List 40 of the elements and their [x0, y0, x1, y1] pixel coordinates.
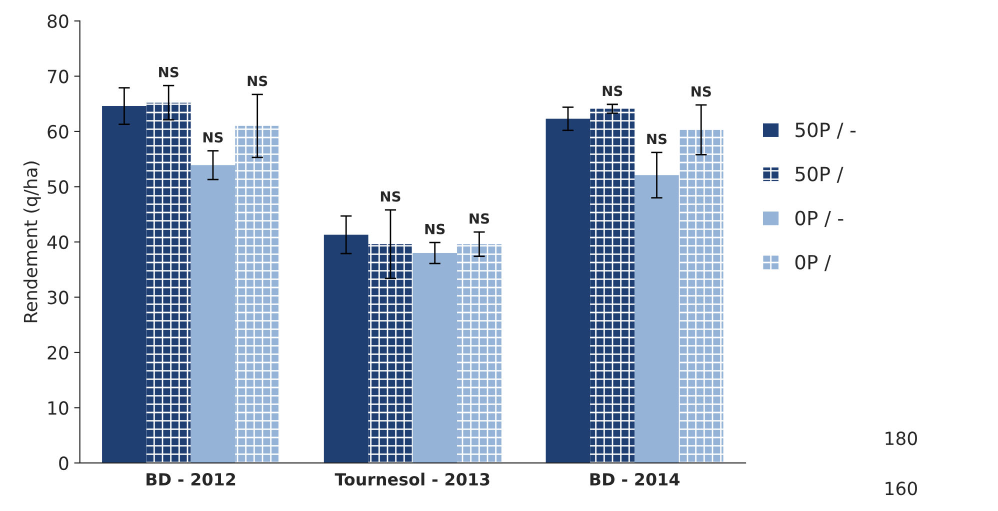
data-label: NS: [248, 76, 268, 86]
text: 180: [886, 432, 917, 446]
bar: [190, 165, 236, 463]
data-label: NS: [692, 86, 711, 97]
bar: [634, 175, 679, 463]
y-tick-label: 80: [48, 14, 68, 28]
bar: [590, 108, 635, 463]
bar: [412, 253, 458, 463]
y-tick-label: 60: [48, 124, 68, 139]
y-tick-label: 30: [48, 290, 68, 304]
bar: [146, 102, 191, 463]
data-label: NS: [159, 66, 178, 78]
y-tick-label: 50: [48, 180, 68, 194]
legend-label: 0P /: [795, 254, 831, 272]
data-label: NS: [203, 132, 223, 143]
data-label: NS: [602, 86, 622, 96]
legend-label: 50P /: [796, 166, 844, 183]
data-label: NS: [425, 224, 445, 234]
bar: [678, 130, 724, 463]
legend-label: 50P / -: [796, 122, 856, 139]
data-label: NS: [470, 213, 490, 224]
x-tick-label: BD - 2012: [146, 472, 236, 486]
legend-label: 0P / -: [795, 210, 844, 227]
y-tick-label: 20: [48, 346, 68, 360]
y-tick-label: 70: [48, 70, 68, 84]
y-tick-label: 0: [59, 456, 68, 470]
data-label: NS: [380, 191, 400, 202]
x-tick-label: BD - 2014: [590, 472, 680, 486]
bar: [235, 126, 280, 463]
data-label: NS: [647, 134, 667, 144]
bar: [546, 118, 590, 463]
bar: [457, 244, 502, 463]
bar: [324, 234, 368, 463]
y-axis-title: Rendement (q/ha): [23, 162, 41, 322]
y-tick-label: 40: [47, 235, 68, 250]
y-tick-label: 10: [48, 401, 68, 415]
bar: [368, 244, 413, 463]
bar: [102, 106, 146, 463]
text: 160: [886, 482, 917, 496]
x-tick-label: Tournesol - 2013: [334, 472, 490, 486]
